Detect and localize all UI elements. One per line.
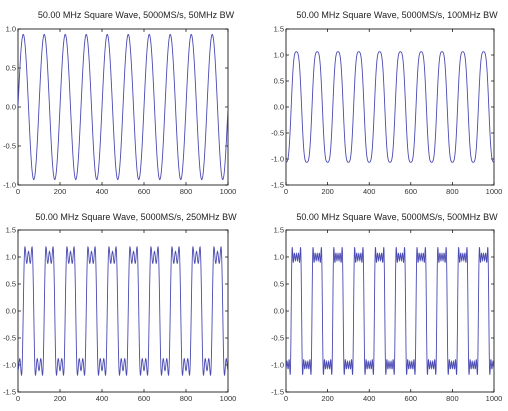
y-tick-label: -0.5 [3,142,16,151]
x-tick-label: 200 [321,394,334,403]
x-tick-label: 400 [363,394,376,403]
plot-area: 0 200 400 600 800 1000 1.5 1.0 0.5 0.0 -0.5 -1.0 -1.… [3,226,237,404]
y-tick-label: -0.5 [271,334,284,343]
axes-frame [17,229,229,393]
y-tick-label: 0.0 [274,103,284,112]
y-tick-label: 1.0 [6,25,16,34]
y-tick-label: 1.0 [6,253,16,262]
y-tick-label: 0.5 [274,280,284,289]
y-tick-label: 1.0 [274,51,284,60]
subplot-title: 50.00 MHz Square Wave, 5000MS/s, 50MHz B… [37,10,235,20]
x-tick-label: 800 [180,187,193,196]
waveform-line [18,245,228,377]
x-tick-label: 1000 [220,394,237,403]
subplot-title: 50.00 MHz Square Wave, 5000MS/s, 100MHz … [296,10,498,20]
x-tick-label: 800 [446,394,459,403]
subplot-500mhz-bw: 50.00 MHz Square Wave, 5000MS/s, 500MHz … [254,212,508,411]
x-tick-label: 600 [138,394,151,403]
y-tick-label: -1.5 [271,388,284,397]
x-tick-label: 200 [54,187,67,196]
plot-area: 0 200 400 600 800 1000 1.0 0.5 0.0 -0.5 -1.0 [3,25,237,197]
x-tick-label: 400 [96,394,109,403]
x-tick-label: 800 [180,394,193,403]
waveform-line [286,247,494,375]
waveform-line [18,33,228,181]
x-tick-label: 0 [284,394,288,403]
y-tick-label: 0.0 [274,307,284,316]
x-tick-label: 400 [363,187,376,196]
x-tick-label: 200 [54,394,67,403]
x-tick-label: 0 [16,187,20,196]
x-tick-label: 0 [284,187,288,196]
y-tick-label: 1.5 [274,226,284,235]
y-tick-label: 0.5 [274,77,284,86]
axes-frame [285,28,495,186]
x-tick-label: 1000 [486,187,503,196]
x-tick-label: 600 [405,187,418,196]
y-tick-label: 1.5 [6,226,16,235]
y-tick-label: -1.0 [3,361,16,370]
subplot-50mhz-bw: 50.00 MHz Square Wave, 5000MS/s, 50MHz B… [0,10,254,200]
subplot-100mhz-bw: 50.00 MHz Square Wave, 5000MS/s, 100MHz … [254,10,508,200]
x-tick-label: 0 [16,394,20,403]
y-tick-label: -1.0 [3,181,16,190]
y-tick-label: 0.5 [6,64,16,73]
y-tick-label: -1.0 [271,361,284,370]
y-tick-label: 0.5 [6,280,16,289]
x-tick-label: 1000 [220,187,237,196]
y-tick-label: -1.5 [3,388,16,397]
subplot-250mhz-bw: 50.00 MHz Square Wave, 5000MS/s, 250MHz … [0,212,254,411]
x-tick-label: 1000 [486,394,503,403]
subplot-title: 50.00 MHz Square Wave, 5000MS/s, 500MHz … [296,212,498,222]
subplot-title: 50.00 MHz Square Wave, 5000MS/s, 250MHz … [35,212,237,222]
x-tick-label: 600 [138,187,151,196]
plot-area: 0 200 400 600 800 1000 1.5 1.0 0.5 0.0 -0.5 -1.0 -1.… [271,226,503,404]
x-tick-label: 400 [96,187,109,196]
y-tick-label: 0.0 [6,307,16,316]
y-tick-label: 1.5 [274,25,284,34]
x-tick-label: 200 [321,187,334,196]
y-tick-label: 1.0 [274,253,284,262]
waveform-line [286,51,494,163]
y-tick-label: 0.0 [6,103,16,112]
y-tick-label: -1.0 [271,155,284,164]
plot-area: 0 200 400 600 800 1000 1.5 1.0 0.5 0.0 -0.5 -1.0 -1.… [271,25,503,197]
x-tick-label: 600 [405,394,418,403]
y-tick-label: -1.5 [271,181,284,190]
x-tick-label: 800 [446,187,459,196]
y-tick-label: -0.5 [271,129,284,138]
y-tick-label: -0.5 [3,334,16,343]
